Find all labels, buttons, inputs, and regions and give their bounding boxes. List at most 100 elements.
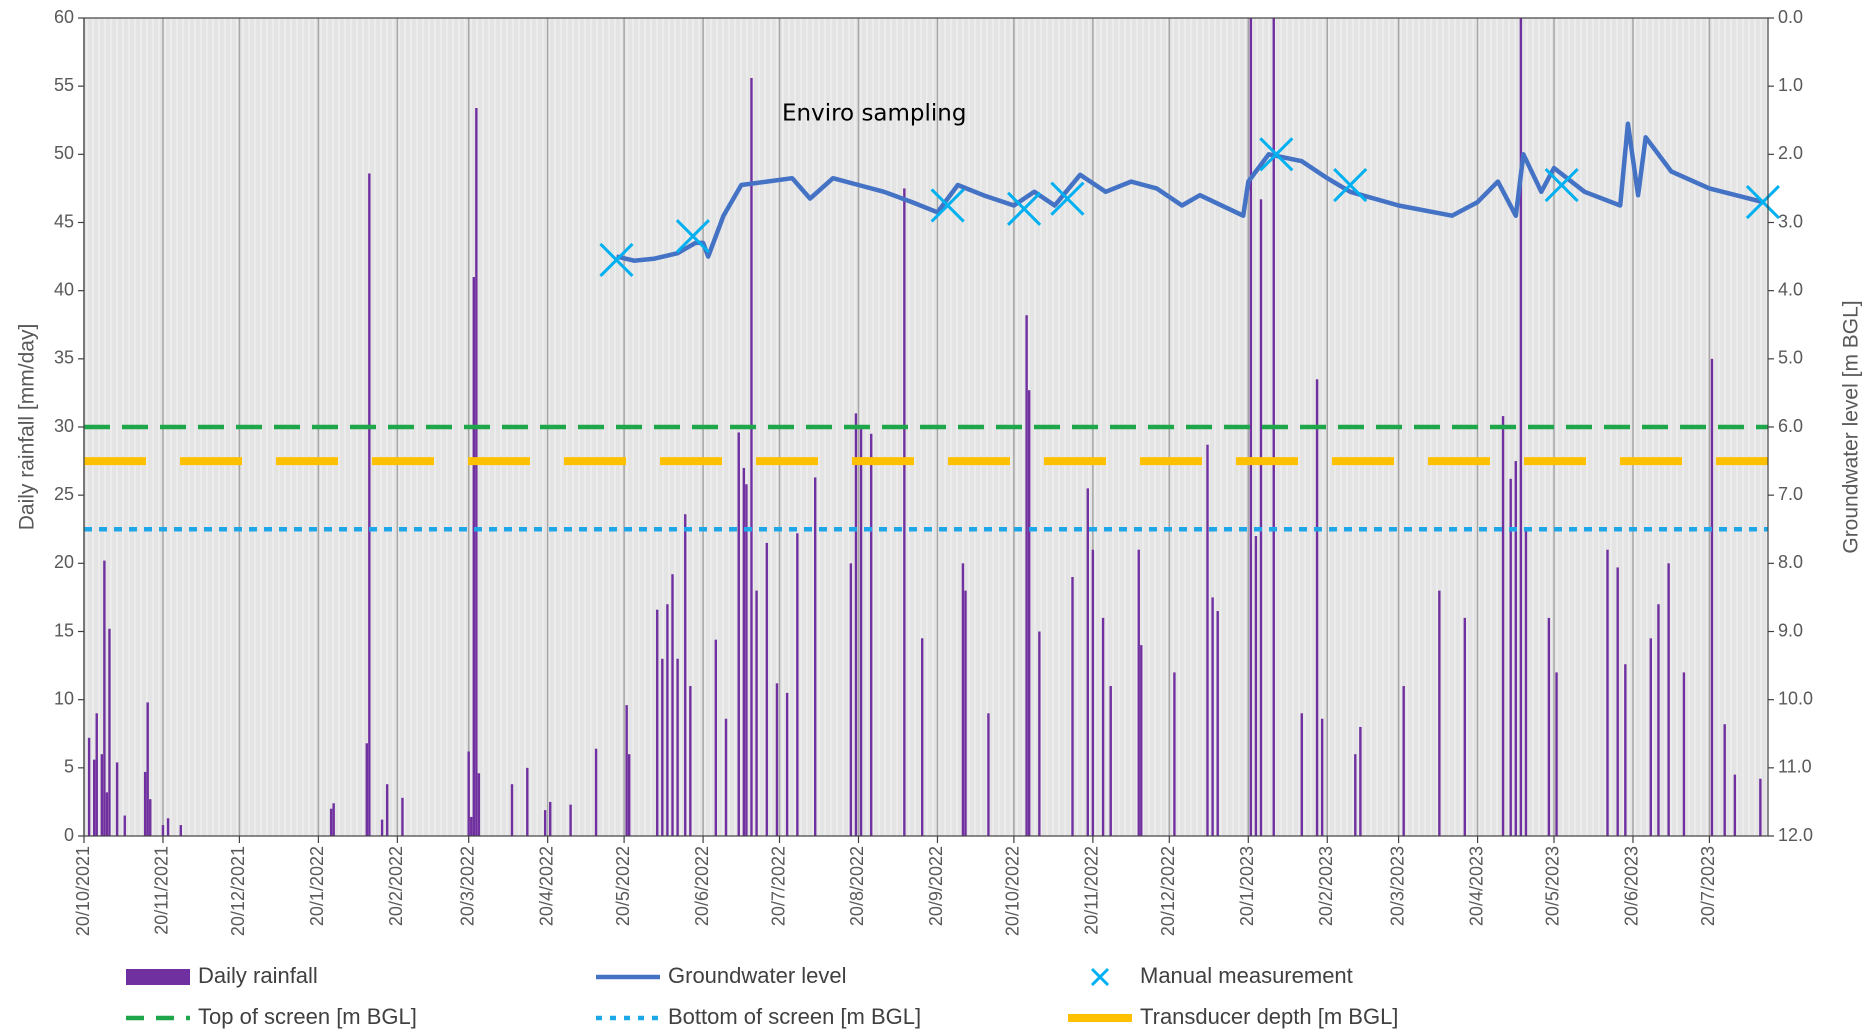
rain-bar [1616, 567, 1619, 836]
y-tick-label: 50 [54, 143, 74, 163]
legend-swatch [126, 969, 190, 985]
y2-tick-label: 8.0 [1778, 552, 1803, 572]
rain-bar [1759, 778, 1762, 836]
rain-bar [1086, 488, 1089, 836]
rain-bar [510, 784, 514, 836]
rain-bar [1682, 672, 1686, 836]
rain-bar [1091, 549, 1095, 836]
manual-marker [1259, 137, 1294, 172]
x-tick-label: 20/11/2022 [1082, 846, 1102, 935]
rain-bar [1259, 199, 1263, 836]
manual-marker [675, 219, 710, 254]
rain-bar [666, 604, 669, 836]
rain-bar [1624, 664, 1627, 836]
manual-marker [1050, 181, 1085, 216]
y2-tick-label: 6.0 [1778, 416, 1803, 436]
rain-bar [1071, 576, 1074, 836]
rain-bar [1555, 672, 1558, 836]
legend-swatch [1090, 967, 1110, 987]
rain-bar [1137, 549, 1140, 836]
rain-bar [676, 658, 679, 836]
y-tick-label: 30 [54, 416, 74, 436]
rain-bar [1667, 563, 1670, 836]
manual-marker [1544, 167, 1579, 203]
y-tick-label: 45 [54, 211, 74, 231]
rain-bar [179, 825, 183, 836]
rain-bar [1038, 631, 1041, 836]
y-tick-label: 15 [54, 620, 74, 640]
rain-bar [1173, 672, 1176, 836]
rain-bar [1657, 604, 1660, 836]
rain-bar [1524, 529, 1528, 836]
rain-bar [100, 754, 104, 836]
rain-bar [796, 533, 799, 836]
y-tick-label: 55 [54, 75, 74, 95]
y2-tick-label: 3.0 [1778, 211, 1803, 231]
rain-bar [368, 173, 371, 836]
rain-bar [166, 818, 170, 836]
rain-bar [813, 477, 817, 836]
y-tick-label: 40 [54, 279, 74, 299]
rain-bar [329, 808, 333, 836]
rain-bar [1710, 358, 1714, 836]
rain-bar [543, 810, 547, 836]
rain-bar [765, 542, 768, 836]
rain-bar [1354, 754, 1357, 836]
rain-bar [870, 433, 873, 836]
x-tick-label: 20/3/2023 [1387, 846, 1407, 926]
rain-bar [625, 705, 628, 836]
rain-bar [1606, 549, 1609, 836]
rain-bar [1211, 597, 1214, 836]
annotation: Enviro sampling [782, 101, 966, 127]
rain-bar [105, 792, 109, 836]
legend-label: Manual measurement [1140, 963, 1353, 988]
y2-tick-label: 2.0 [1778, 143, 1803, 163]
x-tick-label: 20/6/2023 [1622, 846, 1642, 926]
rain-bar [742, 467, 746, 836]
y-tick-label: 5 [64, 757, 74, 777]
y2-tick-label: 0.0 [1778, 7, 1803, 27]
rain-bar [594, 748, 598, 836]
rain-bar [1109, 686, 1112, 836]
rain-bar [1101, 617, 1105, 836]
rain-bar [775, 683, 779, 836]
rain-bar [854, 413, 858, 836]
y-tick-label: 0 [64, 825, 74, 845]
y2-axis-title: Groundwater level [m BGL] [1840, 300, 1863, 553]
rain-bar [477, 773, 481, 836]
rain-bar [1359, 726, 1362, 836]
rain-bar [1206, 444, 1209, 836]
x-tick-label: 20/2/2022 [386, 846, 406, 926]
rain-bar [470, 816, 473, 836]
rain-bar [1649, 638, 1653, 836]
rain-bar [401, 797, 404, 836]
plot-area [84, 18, 1768, 836]
rain-bar [87, 737, 91, 836]
rain-bar [1514, 461, 1517, 836]
rain-bar [103, 560, 106, 836]
rain-bar [656, 609, 659, 836]
rain-bar [380, 819, 384, 836]
legend-label: Bottom of screen [m BGL] [668, 1004, 921, 1029]
rain-bar [1438, 590, 1441, 836]
groundwater-line [615, 121, 1764, 263]
x-tick-label: 20/10/2022 [1003, 846, 1023, 936]
x-tick-label: 20/4/2022 [536, 846, 556, 926]
rain-bar [149, 799, 152, 836]
manual-marker [1745, 184, 1780, 220]
rain-bar [1254, 536, 1258, 836]
x-tick-label: 20/4/2023 [1466, 846, 1486, 926]
x-tick-label: 20/7/2023 [1698, 846, 1718, 926]
rain-bar [859, 427, 863, 836]
y2-tick-label: 11.0 [1778, 757, 1812, 777]
rain-bar [385, 784, 389, 836]
rain-bar [737, 432, 740, 836]
rain-bar [549, 801, 552, 836]
rain-bar [1463, 617, 1467, 836]
y-tick-label: 35 [54, 348, 74, 368]
legend-label: Daily rainfall [198, 963, 318, 988]
rain-bar [1027, 390, 1031, 836]
rain-bar [108, 628, 111, 836]
manual-marker [1333, 167, 1368, 203]
rain-bar [95, 713, 98, 836]
